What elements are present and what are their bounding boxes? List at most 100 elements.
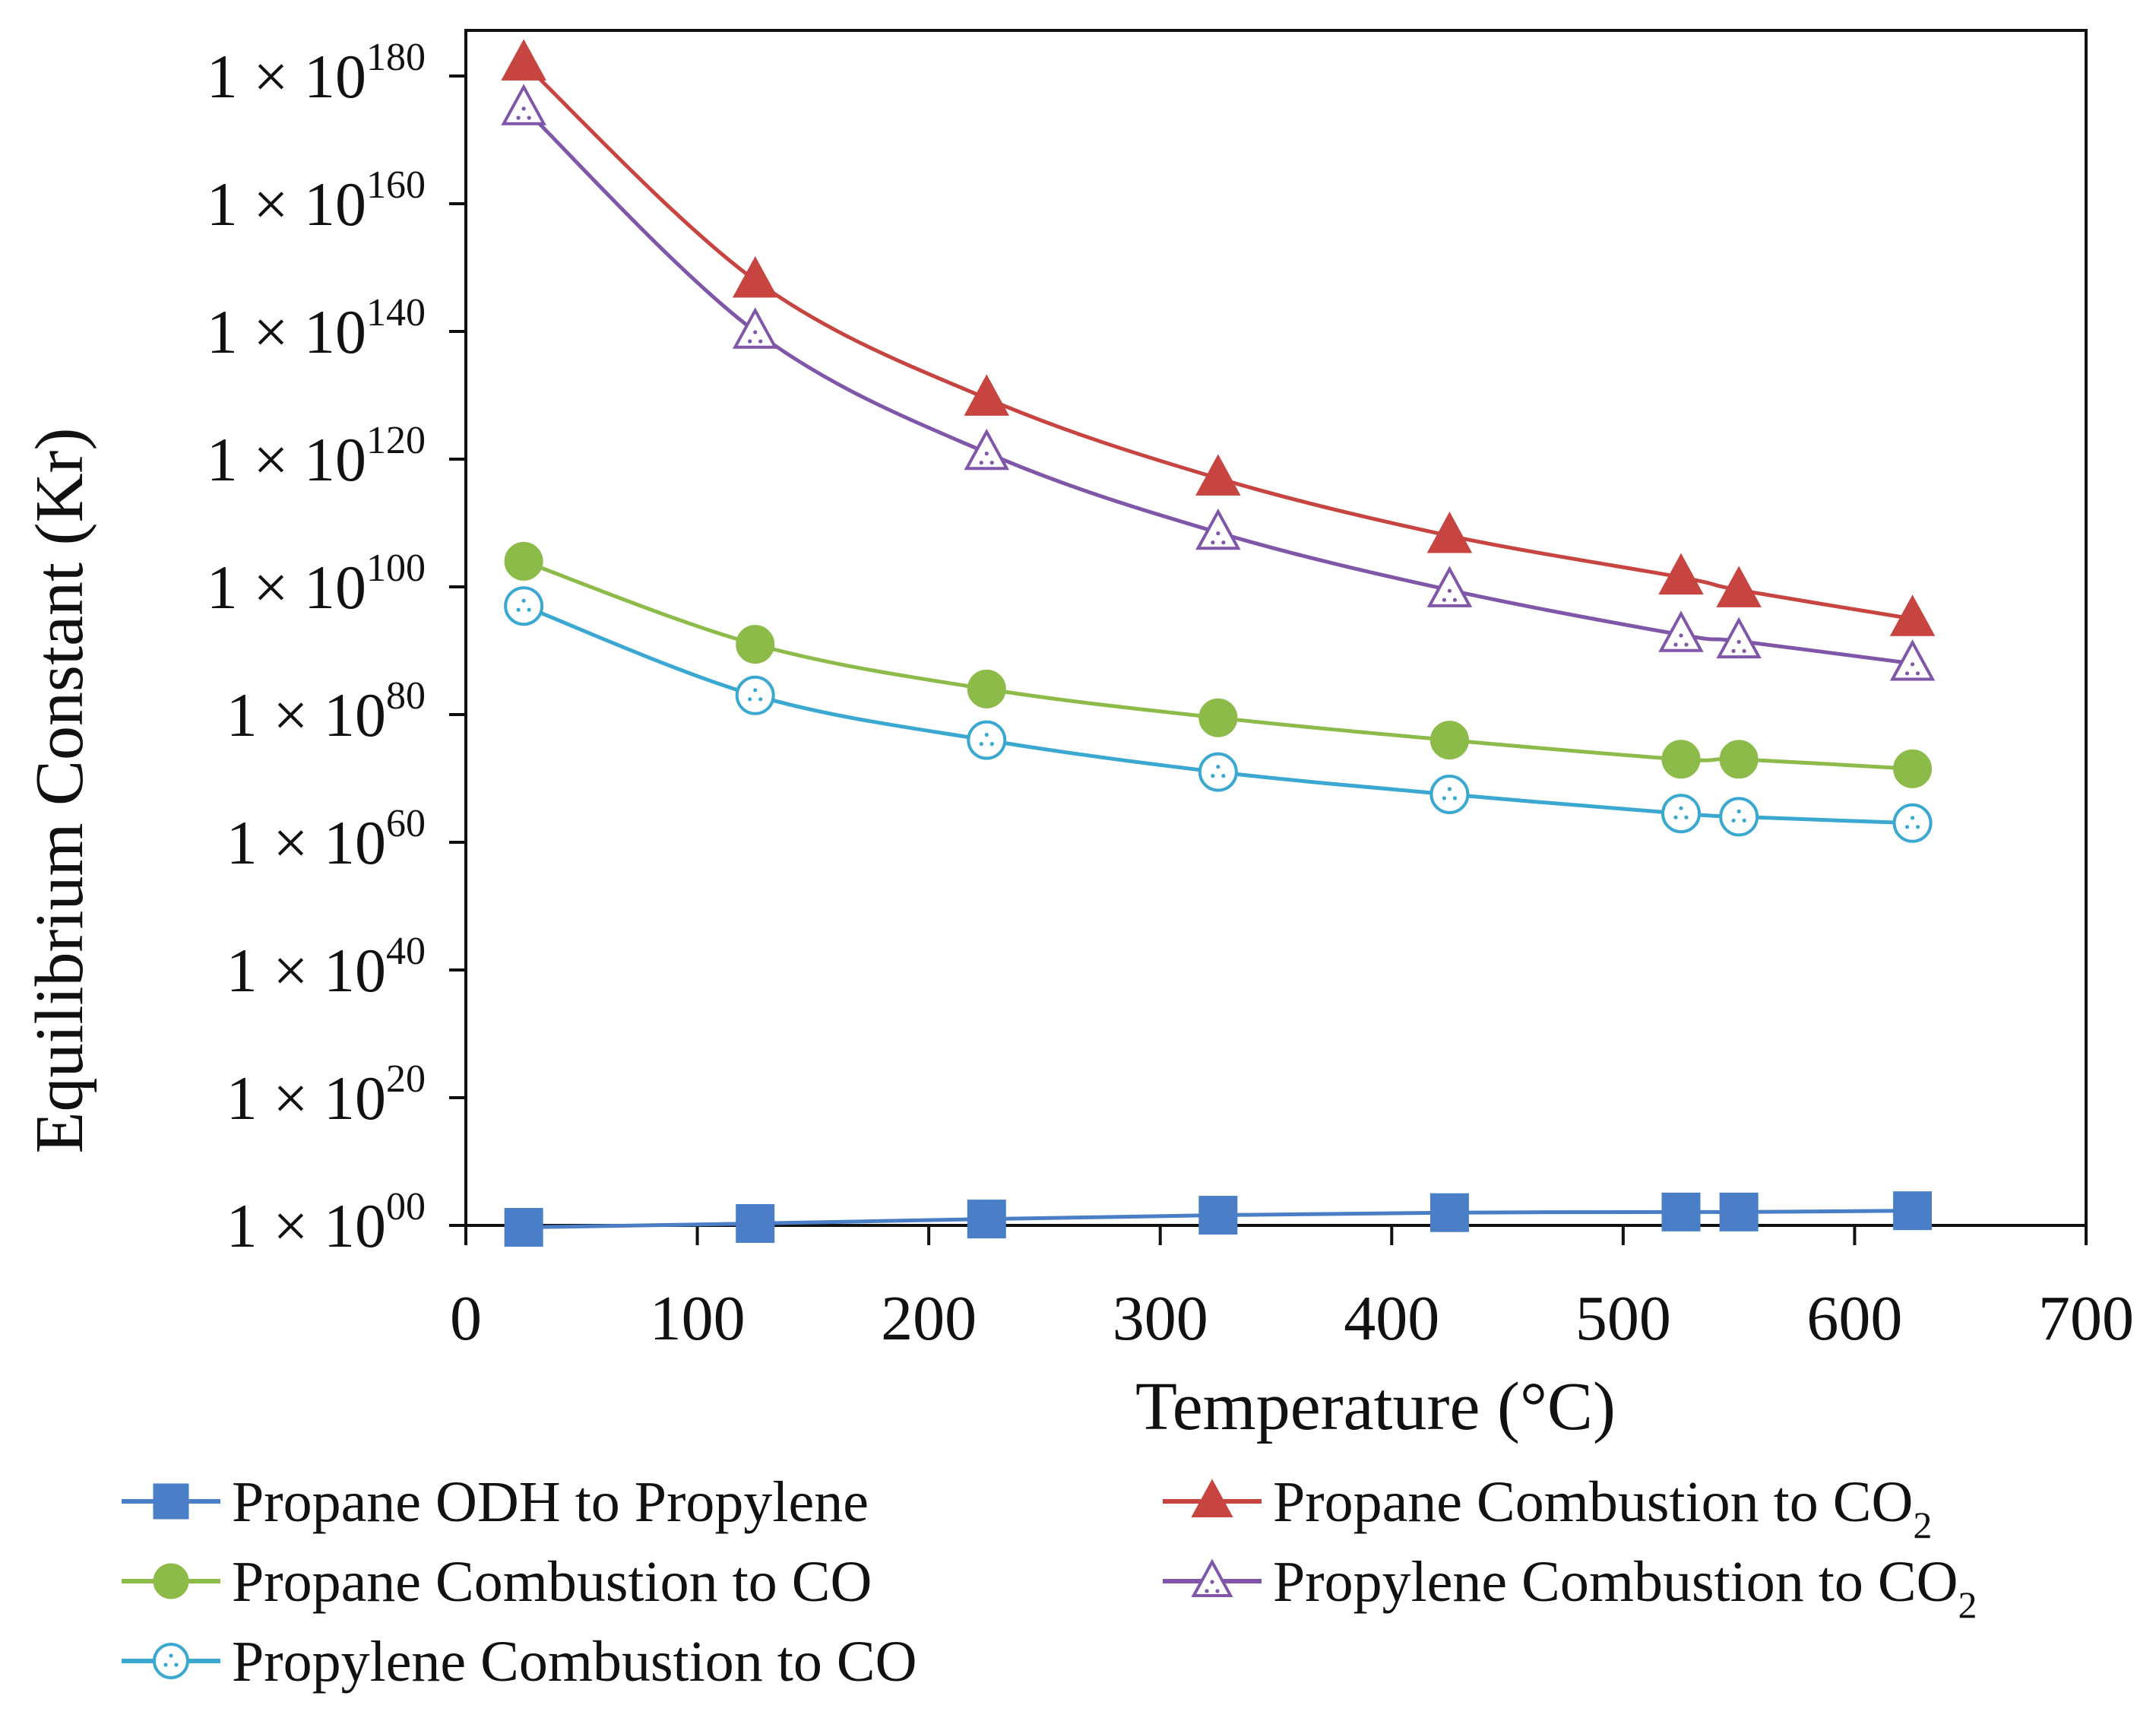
- legend-label-subscript: 2: [1913, 1504, 1932, 1546]
- data-point: [1198, 1196, 1238, 1235]
- marker-dot: [1452, 597, 1458, 602]
- legend-item: Propane Combustion to CO2: [1163, 1470, 1932, 1546]
- legend: Propane ODH to Propylene Propane Combusti…: [122, 1470, 1977, 1694]
- marker-dot: [1447, 787, 1452, 791]
- marker-dot: [758, 697, 763, 702]
- y-tick-label: 1 × 10160: [207, 163, 426, 239]
- marker-dot: [1731, 648, 1736, 654]
- marker-dot: [1216, 531, 1220, 536]
- series-0: [504, 1191, 1933, 1247]
- x-tick-label: 400: [1344, 1283, 1439, 1354]
- legend-label-text: Propane Combustion to CO: [232, 1550, 872, 1614]
- y-tick-mantissa: 1 × 10: [226, 1191, 386, 1260]
- data-point: [967, 720, 1007, 760]
- marker-dot: [1673, 815, 1678, 819]
- y-tick-mantissa: 1 × 10: [226, 936, 386, 1005]
- marker-dot: [1452, 796, 1458, 800]
- data-point: [1893, 1191, 1933, 1231]
- x-axis-title: Temperature (°C): [1135, 1369, 1616, 1444]
- marker-dot: [989, 461, 994, 465]
- data-point: [1426, 566, 1473, 607]
- marker-dot: [1679, 806, 1683, 810]
- y-tick-mantissa: 1 × 10: [207, 553, 366, 622]
- marker-dot: [1673, 642, 1678, 647]
- data-point: [1198, 698, 1238, 737]
- marker-dot: [1211, 540, 1215, 545]
- legend-label-text: Propylene Combustion to CO: [1273, 1550, 1958, 1614]
- y-tick-exponent: 100: [366, 547, 426, 590]
- marker-dot: [1910, 662, 1915, 667]
- data-point: [1195, 508, 1241, 550]
- y-tick-label: 1 × 1040: [226, 930, 426, 1005]
- data-point: [1661, 740, 1701, 779]
- data-point: [1661, 794, 1701, 834]
- data-point: [504, 586, 544, 626]
- marker-dot: [984, 733, 989, 737]
- marker-dot: [1684, 642, 1689, 647]
- x-tick-label: 200: [881, 1283, 977, 1354]
- data-point: [1426, 512, 1473, 553]
- data-point: [1191, 1558, 1233, 1597]
- y-tick-label: 1 × 1080: [226, 674, 426, 750]
- data-point: [1191, 1479, 1233, 1517]
- marker-dot: [1211, 774, 1215, 778]
- data-point: [735, 675, 775, 715]
- y-tick-label: 1 × 10140: [207, 291, 426, 366]
- legend-label: Propane ODH to Propylene: [232, 1470, 869, 1534]
- y-tick-mantissa: 1 × 10: [226, 1063, 386, 1133]
- marker-dot: [516, 607, 521, 612]
- y-tick-label: 1 × 1020: [226, 1057, 426, 1133]
- series-4: [504, 586, 1933, 843]
- legend-label-text: Propylene Combustion to CO: [232, 1630, 917, 1694]
- marker-dot: [1742, 818, 1746, 823]
- y-tick-label: 1 × 10100: [207, 547, 426, 622]
- data-point: [1716, 566, 1762, 607]
- data-point: [967, 669, 1006, 708]
- marker-dot: [1910, 816, 1915, 820]
- data-point: [1719, 797, 1759, 837]
- data-point: [504, 541, 543, 581]
- legend-label: Propane Combustion to CO: [232, 1550, 872, 1614]
- data-point: [732, 256, 778, 298]
- marker-dot: [748, 339, 752, 344]
- marker-dot: [169, 1653, 173, 1658]
- y-tick-exponent: 00: [386, 1185, 426, 1228]
- y-tick-mantissa: 1 × 10: [226, 680, 386, 750]
- marker-dot: [1215, 1589, 1220, 1593]
- data-point: [732, 307, 778, 349]
- y-tick-label: 1 × 10120: [207, 419, 426, 494]
- y-tick-exponent: 60: [386, 802, 426, 845]
- marker-dot: [1742, 648, 1746, 654]
- data-point: [1719, 1192, 1759, 1231]
- data-point: [967, 1200, 1006, 1239]
- marker-dot: [1904, 825, 1910, 829]
- data-point: [1719, 740, 1759, 779]
- data-point: [504, 1208, 543, 1247]
- data-point: [964, 428, 1010, 471]
- y-tick-exponent: 40: [386, 930, 426, 973]
- data-point: [153, 1563, 189, 1599]
- marker-dot: [1221, 774, 1226, 778]
- legend-item: Propylene Combustion to CO2: [1163, 1550, 1977, 1626]
- data-point: [736, 1203, 775, 1243]
- x-tick-label: 700: [2038, 1283, 2134, 1354]
- marker-dot: [1216, 765, 1220, 769]
- y-tick-label: 1 × 10180: [207, 36, 426, 111]
- marker-dot: [979, 742, 983, 746]
- legend-label-text: Propane Combustion to CO: [1273, 1470, 1913, 1534]
- marker-dot: [1679, 633, 1683, 638]
- data-point: [501, 84, 546, 125]
- series-2: [504, 541, 1933, 788]
- series-3: [501, 84, 1936, 681]
- data-point: [1198, 752, 1238, 792]
- y-tick-exponent: 20: [386, 1057, 426, 1101]
- data-point: [1658, 610, 1704, 652]
- y-tick-mantissa: 1 × 10: [226, 808, 386, 877]
- data-point: [1716, 617, 1762, 659]
- legend-label: Propylene Combustion to CO: [232, 1630, 917, 1694]
- y-tick-exponent: 120: [366, 419, 426, 462]
- marker-dot: [989, 742, 994, 746]
- data-point: [1658, 553, 1704, 595]
- series-1: [501, 39, 1936, 636]
- marker-dot: [174, 1663, 179, 1667]
